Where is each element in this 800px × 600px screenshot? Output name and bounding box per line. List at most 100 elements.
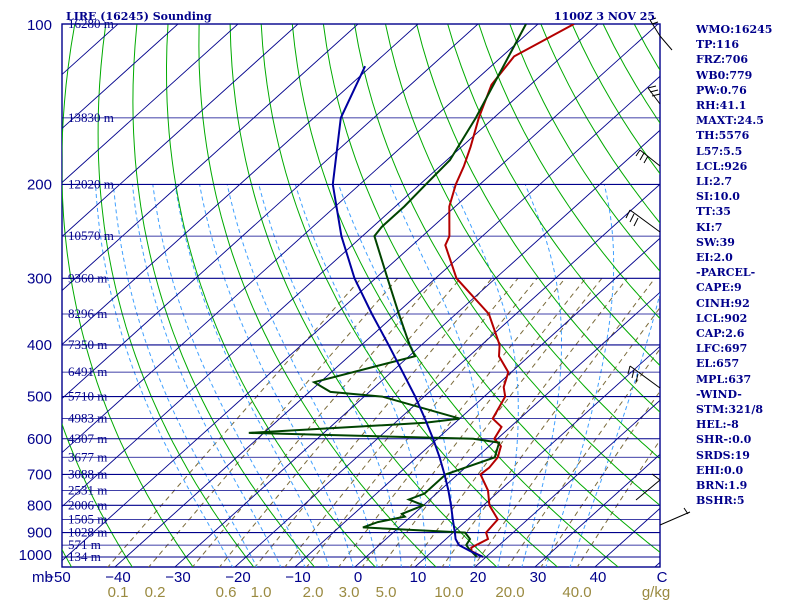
height-label: 5710 m bbox=[68, 389, 107, 404]
mixing-ratio-tick-label: 0.2 bbox=[145, 584, 166, 600]
moist-adiabat bbox=[389, 184, 483, 567]
index-item: LCL:926 bbox=[696, 159, 748, 173]
temperature-tick-label: −10 bbox=[285, 569, 310, 586]
index-item: EI:2.0 bbox=[696, 251, 733, 265]
dry-adiabat bbox=[62, 24, 194, 567]
wind-barb bbox=[659, 507, 691, 526]
pressure-tick-label: 1000 bbox=[19, 547, 52, 564]
isotherm bbox=[62, 24, 539, 454]
mixing-ratio-line bbox=[107, 277, 362, 567]
pressure-tick-label: 300 bbox=[27, 270, 52, 287]
moist-adiabat bbox=[294, 184, 426, 567]
moist-adiabat bbox=[258, 184, 402, 567]
index-item: MAXT:24.5 bbox=[696, 114, 764, 128]
mixing-ratio-line bbox=[576, 439, 660, 567]
index-item: TH:5576 bbox=[696, 129, 750, 143]
isotherm bbox=[62, 24, 179, 130]
mixing-ratio-tick-label: 40.0 bbox=[562, 584, 591, 600]
moist-adiabats bbox=[95, 184, 660, 567]
wind-barb bbox=[625, 209, 661, 233]
pressure-tick-label: 700 bbox=[27, 466, 52, 483]
mixing-ratio-line bbox=[254, 277, 493, 567]
mixing-ratio-tick-label: 20.0 bbox=[495, 584, 524, 600]
index-item: -WIND- bbox=[696, 387, 742, 401]
wind-barb bbox=[627, 365, 661, 389]
isotherm bbox=[62, 24, 419, 346]
temperature-tick-label: −20 bbox=[225, 569, 250, 586]
height-label: 4307 m bbox=[68, 431, 107, 446]
temperature-axis: −50 −40 −30 −20 −10 0 10 20 30 40 C bbox=[45, 569, 667, 586]
temperature-tick-label: 30 bbox=[530, 569, 547, 586]
mixing-ratio-line bbox=[191, 277, 437, 567]
dry-adiabat bbox=[447, 24, 660, 367]
mixing-ratio-line bbox=[409, 277, 628, 567]
moist-adiabat bbox=[545, 184, 615, 567]
isotherm bbox=[234, 183, 660, 567]
height-label: 571 m bbox=[68, 537, 101, 552]
dry-adiabat bbox=[62, 422, 133, 567]
height-label: 2531 m bbox=[68, 482, 107, 497]
index-item: LFC:697 bbox=[696, 342, 748, 356]
isotherm bbox=[62, 24, 359, 292]
index-item: WB0:779 bbox=[696, 68, 753, 82]
moist-adiabat bbox=[152, 184, 306, 567]
dry-adiabats bbox=[62, 24, 660, 567]
isotherm bbox=[114, 75, 660, 567]
pressure-tick-label: 100 bbox=[27, 17, 52, 34]
index-item: STM:321/8 bbox=[696, 403, 763, 417]
index-item: BSHR:5 bbox=[696, 494, 745, 508]
sounding-series bbox=[248, 24, 575, 558]
index-item: LI:2.7 bbox=[696, 175, 733, 189]
height-label: 13830 m bbox=[68, 110, 114, 125]
height-label: 6491 m bbox=[68, 364, 107, 379]
pressure-axis: 100 200 300 400 500 600 700 800 900 1000 mb bbox=[19, 17, 53, 586]
isotherm bbox=[62, 24, 299, 238]
dry-adiabat bbox=[229, 24, 498, 567]
index-item: PW:0.76 bbox=[696, 83, 747, 97]
isotherm bbox=[534, 453, 660, 567]
mixing-ratio-line bbox=[218, 277, 461, 567]
temperature-tick-label: −30 bbox=[165, 569, 190, 586]
pressure-unit-label: mb bbox=[32, 569, 53, 586]
chart-time: 1100Z 3 NOV 25 bbox=[554, 10, 655, 23]
temperature-tick-label: 0 bbox=[354, 569, 362, 586]
index-item: TT:35 bbox=[696, 205, 731, 219]
height-label: 2006 m bbox=[68, 497, 107, 512]
temperature-tick-label: −40 bbox=[105, 569, 130, 586]
temperature-unit-label: C bbox=[657, 569, 668, 586]
mixing-ratio-line bbox=[306, 277, 538, 567]
index-item: SHR-:0.0 bbox=[696, 433, 752, 447]
temperature-tick-label: 20 bbox=[470, 569, 487, 586]
index-item: FRZ:706 bbox=[696, 53, 749, 67]
mixing-ratio-axis: 0.1 0.2 0.6 1.0 2.0 3.0 5.0 10.0 20.0 40.0 g/kg bbox=[108, 584, 671, 600]
dry-adiabat bbox=[132, 24, 316, 567]
mixing-ratio-line bbox=[472, 306, 660, 567]
temperature-tick-label: 10 bbox=[410, 569, 427, 586]
index-item: HEL:-8 bbox=[696, 418, 739, 432]
height-label: 7350 m bbox=[68, 337, 107, 352]
dry-adiabat bbox=[322, 24, 660, 553]
height-label: 4983 m bbox=[68, 411, 107, 426]
isotherm bbox=[62, 24, 239, 184]
mixing-ratio-tick-label: 10.0 bbox=[434, 584, 463, 600]
moist-adiabat bbox=[132, 184, 282, 567]
mixing-ratio-line bbox=[284, 277, 519, 567]
mixing-ratio-line bbox=[361, 277, 586, 567]
plot-frame bbox=[61, 23, 661, 568]
indices-panel: WMO:16245 TP:116 FRZ:706 WB0:779 PW:0.76 RH:4… bbox=[696, 22, 800, 509]
height-label: 9360 m bbox=[68, 270, 107, 285]
pressure-tick-label: 800 bbox=[27, 497, 52, 514]
index-item: L57:5.5 bbox=[696, 144, 743, 158]
dry-adiabat bbox=[478, 24, 660, 320]
isotherm bbox=[354, 291, 660, 567]
height-label: 16280 m bbox=[68, 16, 114, 31]
isobars bbox=[62, 24, 660, 558]
mixing-ratio-tick-label: 3.0 bbox=[339, 584, 360, 600]
temperature-tick-label: 40 bbox=[590, 569, 607, 586]
wind-barb bbox=[635, 149, 661, 167]
moist-adiabat bbox=[569, 291, 660, 567]
index-item: RH:41.1 bbox=[696, 99, 747, 113]
isotherm bbox=[414, 345, 660, 567]
mixing-ratio-tick-label: 2.0 bbox=[303, 584, 324, 600]
